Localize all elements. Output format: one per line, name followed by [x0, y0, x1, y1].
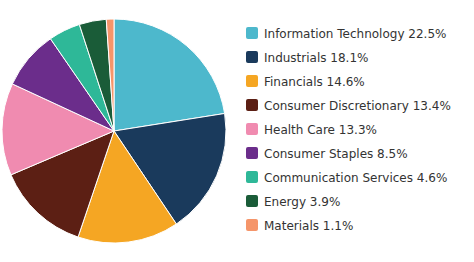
chart: Information Technology 22.5% Industrials …: [0, 0, 474, 262]
legend-swatch: [246, 27, 258, 39]
legend-label: Health Care 13.3%: [264, 123, 377, 137]
legend: Information Technology 22.5% Industrials …: [246, 27, 451, 233]
legend-label: Information Technology 22.5%: [264, 27, 446, 41]
legend-label: Financials 14.6%: [264, 75, 365, 89]
legend-label: Consumer Staples 8.5%: [264, 147, 408, 161]
legend-swatch: [246, 219, 258, 231]
chart-container: Information Technology 22.5% Industrials …: [0, 0, 474, 262]
legend-swatch: [246, 171, 258, 183]
legend-swatch: [246, 147, 258, 159]
legend-label: Industrials 18.1%: [264, 51, 368, 65]
legend-label: Materials 1.1%: [264, 219, 353, 233]
legend-swatch: [246, 123, 258, 135]
pie-slice: [79, 19, 114, 131]
pie: [2, 19, 226, 243]
legend-label: Consumer Discretionary 13.4%: [264, 99, 451, 113]
legend-swatch: [246, 99, 258, 111]
pie-slice: [106, 19, 114, 131]
pie-slice: [114, 19, 225, 131]
legend-swatch: [246, 195, 258, 207]
legend-label: Communication Services 4.6%: [264, 171, 447, 185]
legend-swatch: [246, 75, 258, 87]
legend-label: Energy 3.9%: [264, 195, 340, 209]
legend-swatch: [246, 51, 258, 63]
